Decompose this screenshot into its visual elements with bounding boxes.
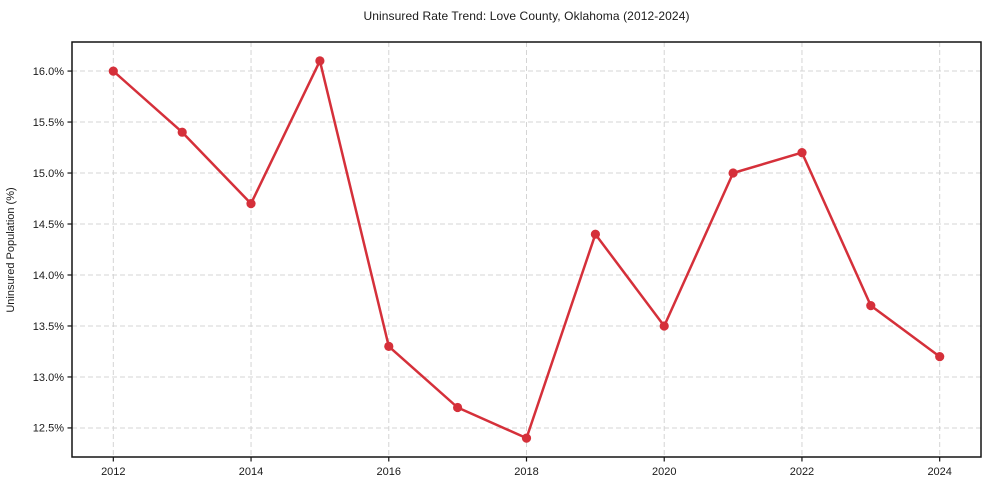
data-point-marker [177, 127, 187, 137]
data-point-marker [521, 433, 532, 443]
y-tick-label: 15.5% [33, 117, 64, 129]
data-point-marker [246, 199, 256, 209]
y-tick-label: 15.0% [33, 168, 64, 180]
x-tick-label: 2014 [239, 466, 263, 478]
data-point-marker [108, 66, 118, 76]
data-point-marker [384, 341, 394, 351]
y-tick-label: 14.5% [33, 219, 64, 231]
x-tick-label: 2024 [927, 466, 951, 478]
y-tick-label: 13.0% [33, 372, 64, 384]
data-point-marker [797, 148, 807, 158]
data-point-marker [453, 402, 463, 413]
data-point-marker [590, 229, 601, 239]
y-tick-label: 16.0% [33, 66, 64, 78]
data-point-marker [935, 352, 945, 362]
plot-border [71, 41, 982, 458]
data-point-marker [315, 56, 325, 66]
x-tick-label: 2012 [101, 466, 125, 478]
x-tick-label: 2022 [790, 466, 814, 478]
data-point-marker [659, 321, 669, 331]
y-tick-label: 13.5% [33, 321, 64, 333]
y-tick-label: 12.5% [33, 423, 64, 435]
y-tick-label: 14.0% [33, 270, 64, 282]
data-point-marker [866, 301, 876, 311]
x-tick-label: 2020 [652, 466, 676, 478]
x-tick-label: 2016 [377, 466, 401, 478]
x-tick-label: 2018 [514, 466, 538, 478]
data-point-marker [728, 168, 738, 178]
chart-title: Uninsured Rate Trend: Love County, Oklah… [363, 9, 690, 23]
